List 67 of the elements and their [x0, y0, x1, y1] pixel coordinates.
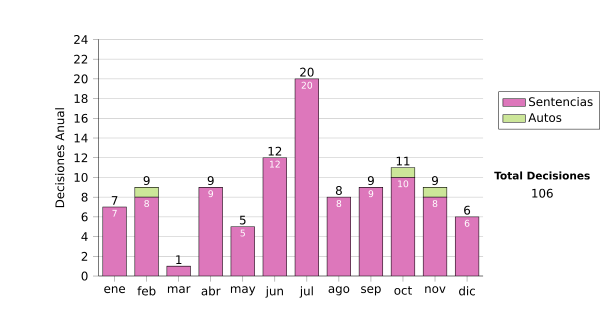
- y-tick-label: 14: [74, 134, 88, 142]
- x-tick-label: jun: [265, 286, 283, 298]
- total-label: 5: [240, 216, 246, 224]
- total-label: 12: [268, 146, 282, 156]
- total-label: 9: [144, 176, 150, 185]
- bar: [230, 226, 255, 276]
- y-tick-label: 8: [82, 192, 88, 202]
- x-tick-label: jul: [300, 286, 313, 298]
- total-label: 8: [336, 186, 342, 195]
- x-tick-label: dic: [459, 286, 475, 296]
- bar: [327, 197, 351, 276]
- data-label: 8: [336, 200, 342, 207]
- text: Total Decisiones: [494, 171, 590, 180]
- total-label: 6: [464, 206, 470, 215]
- data-label: 7: [112, 210, 117, 217]
- y-tick-label: 24: [74, 34, 88, 44]
- bar: [262, 158, 287, 276]
- data-label: 9: [368, 190, 374, 198]
- total-label: 9: [368, 176, 374, 185]
- y-tick-label: 22: [74, 54, 88, 64]
- y-tick-label: 0: [82, 271, 88, 280]
- data-label: 12: [270, 160, 280, 168]
- bar: [198, 187, 223, 276]
- y-tick-label: 16: [74, 114, 88, 123]
- text: 106: [532, 188, 553, 198]
- total-label: 20: [300, 68, 314, 77]
- total-label: 7: [112, 196, 118, 205]
- y-tick-label: 4: [81, 232, 88, 241]
- x-tick-label: may: [230, 286, 256, 296]
- x-tick-label: ago: [328, 286, 350, 296]
- y-tick-label: 18: [74, 94, 88, 103]
- bar: [454, 216, 480, 276]
- data-label: 8: [432, 200, 438, 207]
- total-label: 1: [176, 255, 182, 264]
- bar: [391, 177, 415, 276]
- y-tick-label: 2: [82, 252, 88, 261]
- y-tick-label: 20: [74, 74, 88, 84]
- total-label: 11: [396, 156, 410, 166]
- bar: [102, 206, 126, 276]
- legend-label: Sentencias: [529, 96, 593, 106]
- bar: [359, 187, 383, 276]
- legend-label: Autos: [528, 113, 562, 122]
- x-tick-label: mar: [168, 286, 191, 293]
- bar: [134, 186, 159, 198]
- data-label: 6: [464, 220, 470, 227]
- y-tick-label: 12: [74, 153, 88, 162]
- bar: [390, 167, 416, 178]
- bar: [422, 186, 448, 198]
- x-tick-label: sep: [361, 286, 381, 296]
- total-label: 9: [432, 176, 438, 185]
- data-label: 8: [144, 200, 149, 207]
- y-tick-label: 10: [74, 172, 88, 182]
- bar: [134, 197, 158, 276]
- data-label: 10: [398, 180, 408, 188]
- x-tick-label: feb: [137, 286, 156, 296]
- x-tick-label: ene: [104, 286, 126, 293]
- x-tick-label: nov: [425, 286, 446, 293]
- y-tick-label: 6: [82, 212, 88, 222]
- bar: [295, 78, 319, 276]
- data-label: 9: [208, 190, 214, 198]
- x-tick-label: oct: [394, 286, 412, 295]
- total-label: 9: [208, 176, 214, 185]
- bar: [423, 197, 447, 276]
- y-axis-title: Decisiones Anual: [55, 108, 64, 208]
- data-label: 20: [302, 82, 312, 89]
- x-tick-label: abr: [202, 286, 221, 296]
- data-label: 5: [240, 230, 245, 236]
